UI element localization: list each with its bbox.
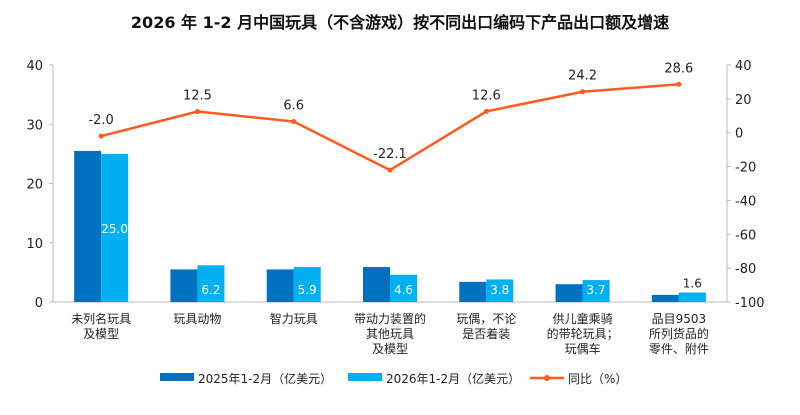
growth-data-label: 12.5 bbox=[183, 89, 212, 104]
legend-label: 2025年1-2月（亿美元） bbox=[198, 371, 332, 386]
category-label: 其他玩具 bbox=[366, 327, 414, 341]
bar-1 bbox=[266, 269, 294, 302]
legend-swatch bbox=[348, 373, 382, 381]
growth-data-label: -22.1 bbox=[373, 147, 407, 162]
growth-point bbox=[387, 167, 393, 173]
bar-2 bbox=[101, 153, 129, 302]
category-label: 品目9503 bbox=[652, 312, 707, 326]
growth-point bbox=[194, 109, 200, 115]
category-label: 所列货品的 bbox=[649, 326, 709, 341]
right-tick-label: -20 bbox=[735, 161, 756, 176]
legend-label: 同比（%） bbox=[568, 372, 627, 386]
category-label: 零件、附件 bbox=[649, 342, 709, 356]
chart-title: 2026 年 1-2 月中国玩具（不含游戏）按不同出口编码下产品出口额及增速 bbox=[131, 13, 669, 32]
growth-point bbox=[676, 81, 682, 87]
category-label: 带动力装置的 bbox=[354, 311, 426, 326]
category-label: 及模型 bbox=[372, 342, 408, 356]
growth-point bbox=[291, 119, 297, 125]
growth-point bbox=[580, 89, 586, 95]
category-label: 玩偶，不论 bbox=[456, 312, 516, 326]
category-label: 及模型 bbox=[83, 327, 119, 341]
growth-data-label: 24.2 bbox=[568, 69, 597, 84]
legend-swatch bbox=[160, 373, 194, 381]
left-tick-label: 30 bbox=[26, 118, 43, 133]
bar-data-label: 6.2 bbox=[201, 283, 220, 297]
bar-2 bbox=[197, 265, 225, 302]
bar-1 bbox=[170, 269, 198, 302]
right-tick-label: -100 bbox=[735, 296, 765, 311]
growth-data-label: -2.0 bbox=[88, 113, 113, 128]
right-tick-label: -80 bbox=[735, 262, 756, 277]
category-label: 玩具动物 bbox=[173, 312, 221, 326]
right-tick-label: 20 bbox=[735, 93, 752, 108]
growth-data-label: 12.6 bbox=[472, 88, 501, 103]
category-label: 玩偶车 bbox=[565, 341, 601, 356]
category-label: 供儿童乘骑 bbox=[553, 311, 613, 326]
left-tick-label: 10 bbox=[26, 237, 43, 252]
bar-data-label: 5.9 bbox=[298, 283, 317, 297]
right-tick-label: -40 bbox=[735, 194, 756, 209]
bar-2 bbox=[390, 274, 417, 302]
category-label: 智力玩具 bbox=[270, 311, 318, 326]
bar-1 bbox=[74, 150, 102, 302]
bar-data-label: 1.6 bbox=[683, 277, 702, 291]
left-tick-label: 0 bbox=[35, 296, 43, 311]
bar-2 bbox=[293, 267, 321, 302]
growth-data-label: 6.6 bbox=[283, 99, 304, 114]
category-label: 是否着装 bbox=[462, 326, 510, 341]
right-tick-label: 0 bbox=[735, 127, 743, 142]
growth-point bbox=[98, 133, 104, 139]
bar-data-label: 3.8 bbox=[490, 283, 509, 297]
bar-data-label: 4.6 bbox=[394, 283, 413, 297]
bar-2 bbox=[486, 279, 514, 302]
left-tick-label: 20 bbox=[26, 178, 43, 193]
bar-1 bbox=[363, 267, 390, 302]
category-label: 未列名玩具 bbox=[71, 311, 131, 326]
growth-data-label: 28.6 bbox=[664, 61, 693, 76]
growth-point bbox=[483, 108, 489, 114]
category-label: 的带轮玩具； bbox=[547, 326, 619, 341]
right-tick-label: -60 bbox=[735, 228, 756, 243]
right-tick-label: 40 bbox=[735, 59, 752, 74]
bar-1 bbox=[651, 294, 679, 302]
legend-label: 2026年1-2月（亿美元） bbox=[386, 371, 520, 386]
bar-2 bbox=[678, 292, 706, 302]
bar-1 bbox=[555, 284, 583, 302]
legend-marker bbox=[544, 375, 550, 381]
bar-data-label: 25.0 bbox=[101, 222, 128, 236]
bar-data-label: 3.7 bbox=[587, 283, 606, 297]
left-tick-label: 40 bbox=[26, 59, 43, 74]
bar-2 bbox=[582, 280, 610, 302]
bar-1 bbox=[459, 281, 487, 302]
